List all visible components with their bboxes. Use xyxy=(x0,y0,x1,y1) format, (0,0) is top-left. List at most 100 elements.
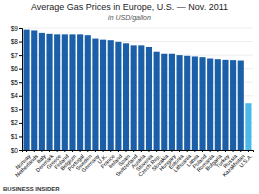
y-tick-line xyxy=(19,150,22,151)
bar xyxy=(24,30,30,150)
y-tick: $8 xyxy=(11,38,22,45)
y-tick: $5 xyxy=(11,79,22,86)
x-tick-label: Netherlands xyxy=(14,153,39,178)
bar xyxy=(85,35,91,150)
y-tick-label: $7 xyxy=(11,52,19,59)
bars xyxy=(24,30,252,150)
x-axis: NorwayNetherlandsItalyDenmarkGreeceFinla… xyxy=(14,150,254,178)
x-tick: Netherlands xyxy=(14,150,39,178)
y-tick-label: $4 xyxy=(11,92,19,99)
bar xyxy=(123,43,129,150)
bar xyxy=(115,42,121,150)
x-tick-line xyxy=(126,150,127,152)
bar xyxy=(238,61,244,150)
x-tick-line xyxy=(217,150,218,152)
chart: $0 $1 $2 $3 $4 $5 $6 $7 $8 $9 NorwayNetherlandsIta… xyxy=(0,0,259,194)
bar xyxy=(154,52,160,150)
bar xyxy=(131,45,137,150)
x-tick-line xyxy=(103,150,104,152)
y-tick-label: $2 xyxy=(11,119,19,126)
x-tick-line xyxy=(141,150,142,152)
bar xyxy=(108,40,114,150)
bar xyxy=(207,59,213,151)
x-tick-line xyxy=(118,150,119,152)
y-tick-line xyxy=(19,123,22,124)
bar xyxy=(245,103,251,150)
x-tick-line xyxy=(248,150,249,152)
x-tick-line xyxy=(64,150,65,152)
grid-line xyxy=(22,28,253,29)
x-tick-line xyxy=(179,150,180,152)
bar xyxy=(46,34,52,150)
x-tick-line xyxy=(95,150,96,152)
x-tick-line xyxy=(164,150,165,152)
bar xyxy=(62,34,68,150)
y-tick: $2 xyxy=(11,119,22,126)
title: Average Gas Prices in Europe, U.S. — Nov… xyxy=(31,2,228,12)
bar xyxy=(31,30,37,150)
subtitle: in USD/gallon xyxy=(108,14,151,22)
x-tick-line xyxy=(156,150,157,152)
y-tick-label: $1 xyxy=(11,133,19,140)
bar xyxy=(77,34,83,150)
bar xyxy=(215,59,221,150)
y-tick-line xyxy=(19,69,22,70)
x-tick-label: U.S.A. xyxy=(238,153,254,169)
bar xyxy=(146,47,152,150)
y-tick: $4 xyxy=(11,92,22,99)
y-tick-label: $6 xyxy=(11,65,19,72)
bar xyxy=(222,60,228,150)
bar xyxy=(230,60,236,150)
x-tick-line xyxy=(80,150,81,152)
y-tick-line xyxy=(19,42,22,43)
y-tick-label: $5 xyxy=(11,79,19,86)
y-tick-line xyxy=(19,82,22,83)
bar xyxy=(100,40,106,150)
bar xyxy=(169,54,175,150)
x-tick: U.S.A. xyxy=(238,150,254,169)
bar xyxy=(69,34,75,150)
annotation: BUSINESS INSIDER xyxy=(3,186,60,192)
bar xyxy=(92,39,98,150)
bar xyxy=(199,57,205,150)
x-tick-line xyxy=(110,150,111,152)
bar xyxy=(192,56,198,150)
x-tick-line xyxy=(57,150,58,152)
bar xyxy=(138,45,144,150)
y-tick-line xyxy=(19,109,22,110)
x-axis-line xyxy=(23,151,254,153)
y-tick-label: $8 xyxy=(11,38,19,45)
y-tick: $3 xyxy=(11,106,22,113)
x-tick-line xyxy=(72,150,73,152)
x-tick-line xyxy=(202,150,203,152)
y-tick-label: $9 xyxy=(11,25,19,32)
y-tick: $0 xyxy=(11,147,22,154)
x-tick-line xyxy=(240,150,241,152)
x-tick-line xyxy=(148,150,149,152)
y-tick: $6 xyxy=(11,65,22,72)
x-tick-line xyxy=(171,150,172,152)
plot: $0 $1 $2 $3 $4 $5 $6 $7 $8 $9 NorwayNetherlandsIta… xyxy=(11,25,254,179)
x-tick-line xyxy=(194,150,195,152)
x-tick-line xyxy=(187,150,188,152)
y-tick-line xyxy=(19,96,22,97)
x-tick-line xyxy=(49,150,50,152)
bar xyxy=(184,56,190,150)
y-tick-line xyxy=(19,55,22,56)
y-axis: $0 $1 $2 $3 $4 $5 $6 $7 $8 $9 xyxy=(11,25,23,154)
bar xyxy=(39,33,45,150)
grid xyxy=(22,28,253,150)
y-tick-label: $3 xyxy=(11,106,19,113)
y-tick: $9 xyxy=(11,25,22,32)
y-tick: $7 xyxy=(11,52,22,59)
x-tick-line xyxy=(225,150,226,152)
bar xyxy=(177,55,183,150)
x-tick-line xyxy=(210,150,211,152)
x-tick-line xyxy=(41,150,42,152)
y-tick-label: $0 xyxy=(11,147,19,154)
y-tick: $1 xyxy=(11,133,22,140)
x-tick-line xyxy=(34,150,35,152)
y-tick-line xyxy=(19,28,22,29)
x-tick-line xyxy=(87,150,88,152)
y-tick-line xyxy=(19,136,22,137)
